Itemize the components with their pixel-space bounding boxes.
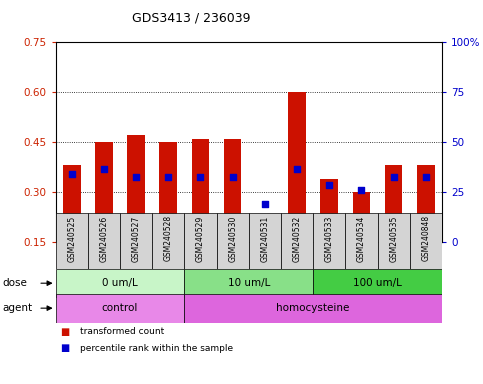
Text: GSM240535: GSM240535	[389, 215, 398, 262]
Bar	[127, 136, 145, 242]
Text: homocysteine: homocysteine	[276, 303, 350, 313]
Bar	[95, 142, 113, 242]
Point	[357, 187, 365, 194]
Bar	[159, 142, 177, 242]
Bar	[88, 213, 120, 269]
Bar	[313, 269, 442, 298]
Bar	[56, 213, 88, 269]
Text: GSM240531: GSM240531	[260, 215, 270, 262]
Bar	[313, 213, 345, 269]
Bar	[192, 139, 209, 242]
Bar	[353, 192, 370, 242]
Text: control: control	[102, 303, 138, 313]
Point	[326, 182, 333, 189]
Text: GSM240527: GSM240527	[131, 215, 141, 262]
Bar	[185, 294, 442, 323]
Point	[390, 174, 398, 180]
Bar	[417, 166, 435, 242]
Bar	[256, 240, 274, 242]
Point	[132, 174, 140, 180]
Bar	[56, 294, 185, 323]
Text: 10 um/L: 10 um/L	[227, 278, 270, 288]
Point	[197, 174, 204, 180]
Text: GSM240534: GSM240534	[357, 215, 366, 262]
Text: GSM240848: GSM240848	[421, 215, 430, 262]
Bar	[63, 166, 81, 242]
Text: agent: agent	[2, 303, 32, 313]
Bar	[385, 166, 402, 242]
Bar	[185, 213, 216, 269]
Bar	[224, 139, 242, 242]
Bar	[410, 213, 442, 269]
Point	[229, 174, 237, 180]
Text: GSM240530: GSM240530	[228, 215, 237, 262]
Text: dose: dose	[2, 278, 28, 288]
Bar	[288, 92, 306, 242]
Text: GSM240529: GSM240529	[196, 215, 205, 262]
Bar	[120, 213, 152, 269]
Bar	[152, 213, 185, 269]
Text: GSM240525: GSM240525	[67, 215, 76, 262]
Text: 100 um/L: 100 um/L	[353, 278, 402, 288]
Bar	[56, 269, 185, 298]
Text: ■: ■	[60, 343, 70, 353]
Text: GSM240528: GSM240528	[164, 215, 173, 262]
Bar	[249, 213, 281, 269]
Bar	[216, 213, 249, 269]
Text: transformed count: transformed count	[80, 327, 164, 336]
Bar	[320, 179, 338, 242]
Text: percentile rank within the sample: percentile rank within the sample	[80, 344, 233, 353]
Text: 0 um/L: 0 um/L	[102, 278, 138, 288]
Point	[164, 174, 172, 180]
Bar	[281, 213, 313, 269]
Text: ■: ■	[60, 327, 70, 337]
Point	[422, 174, 430, 180]
Point	[68, 170, 75, 177]
Point	[293, 166, 301, 172]
Point	[261, 200, 269, 207]
Text: GDS3413 / 236039: GDS3413 / 236039	[131, 12, 250, 25]
Text: GSM240533: GSM240533	[325, 215, 334, 262]
Text: GSM240526: GSM240526	[99, 215, 108, 262]
Bar	[378, 213, 410, 269]
Text: GSM240532: GSM240532	[293, 215, 301, 262]
Bar	[185, 269, 313, 298]
Bar	[345, 213, 378, 269]
Point	[100, 166, 108, 172]
